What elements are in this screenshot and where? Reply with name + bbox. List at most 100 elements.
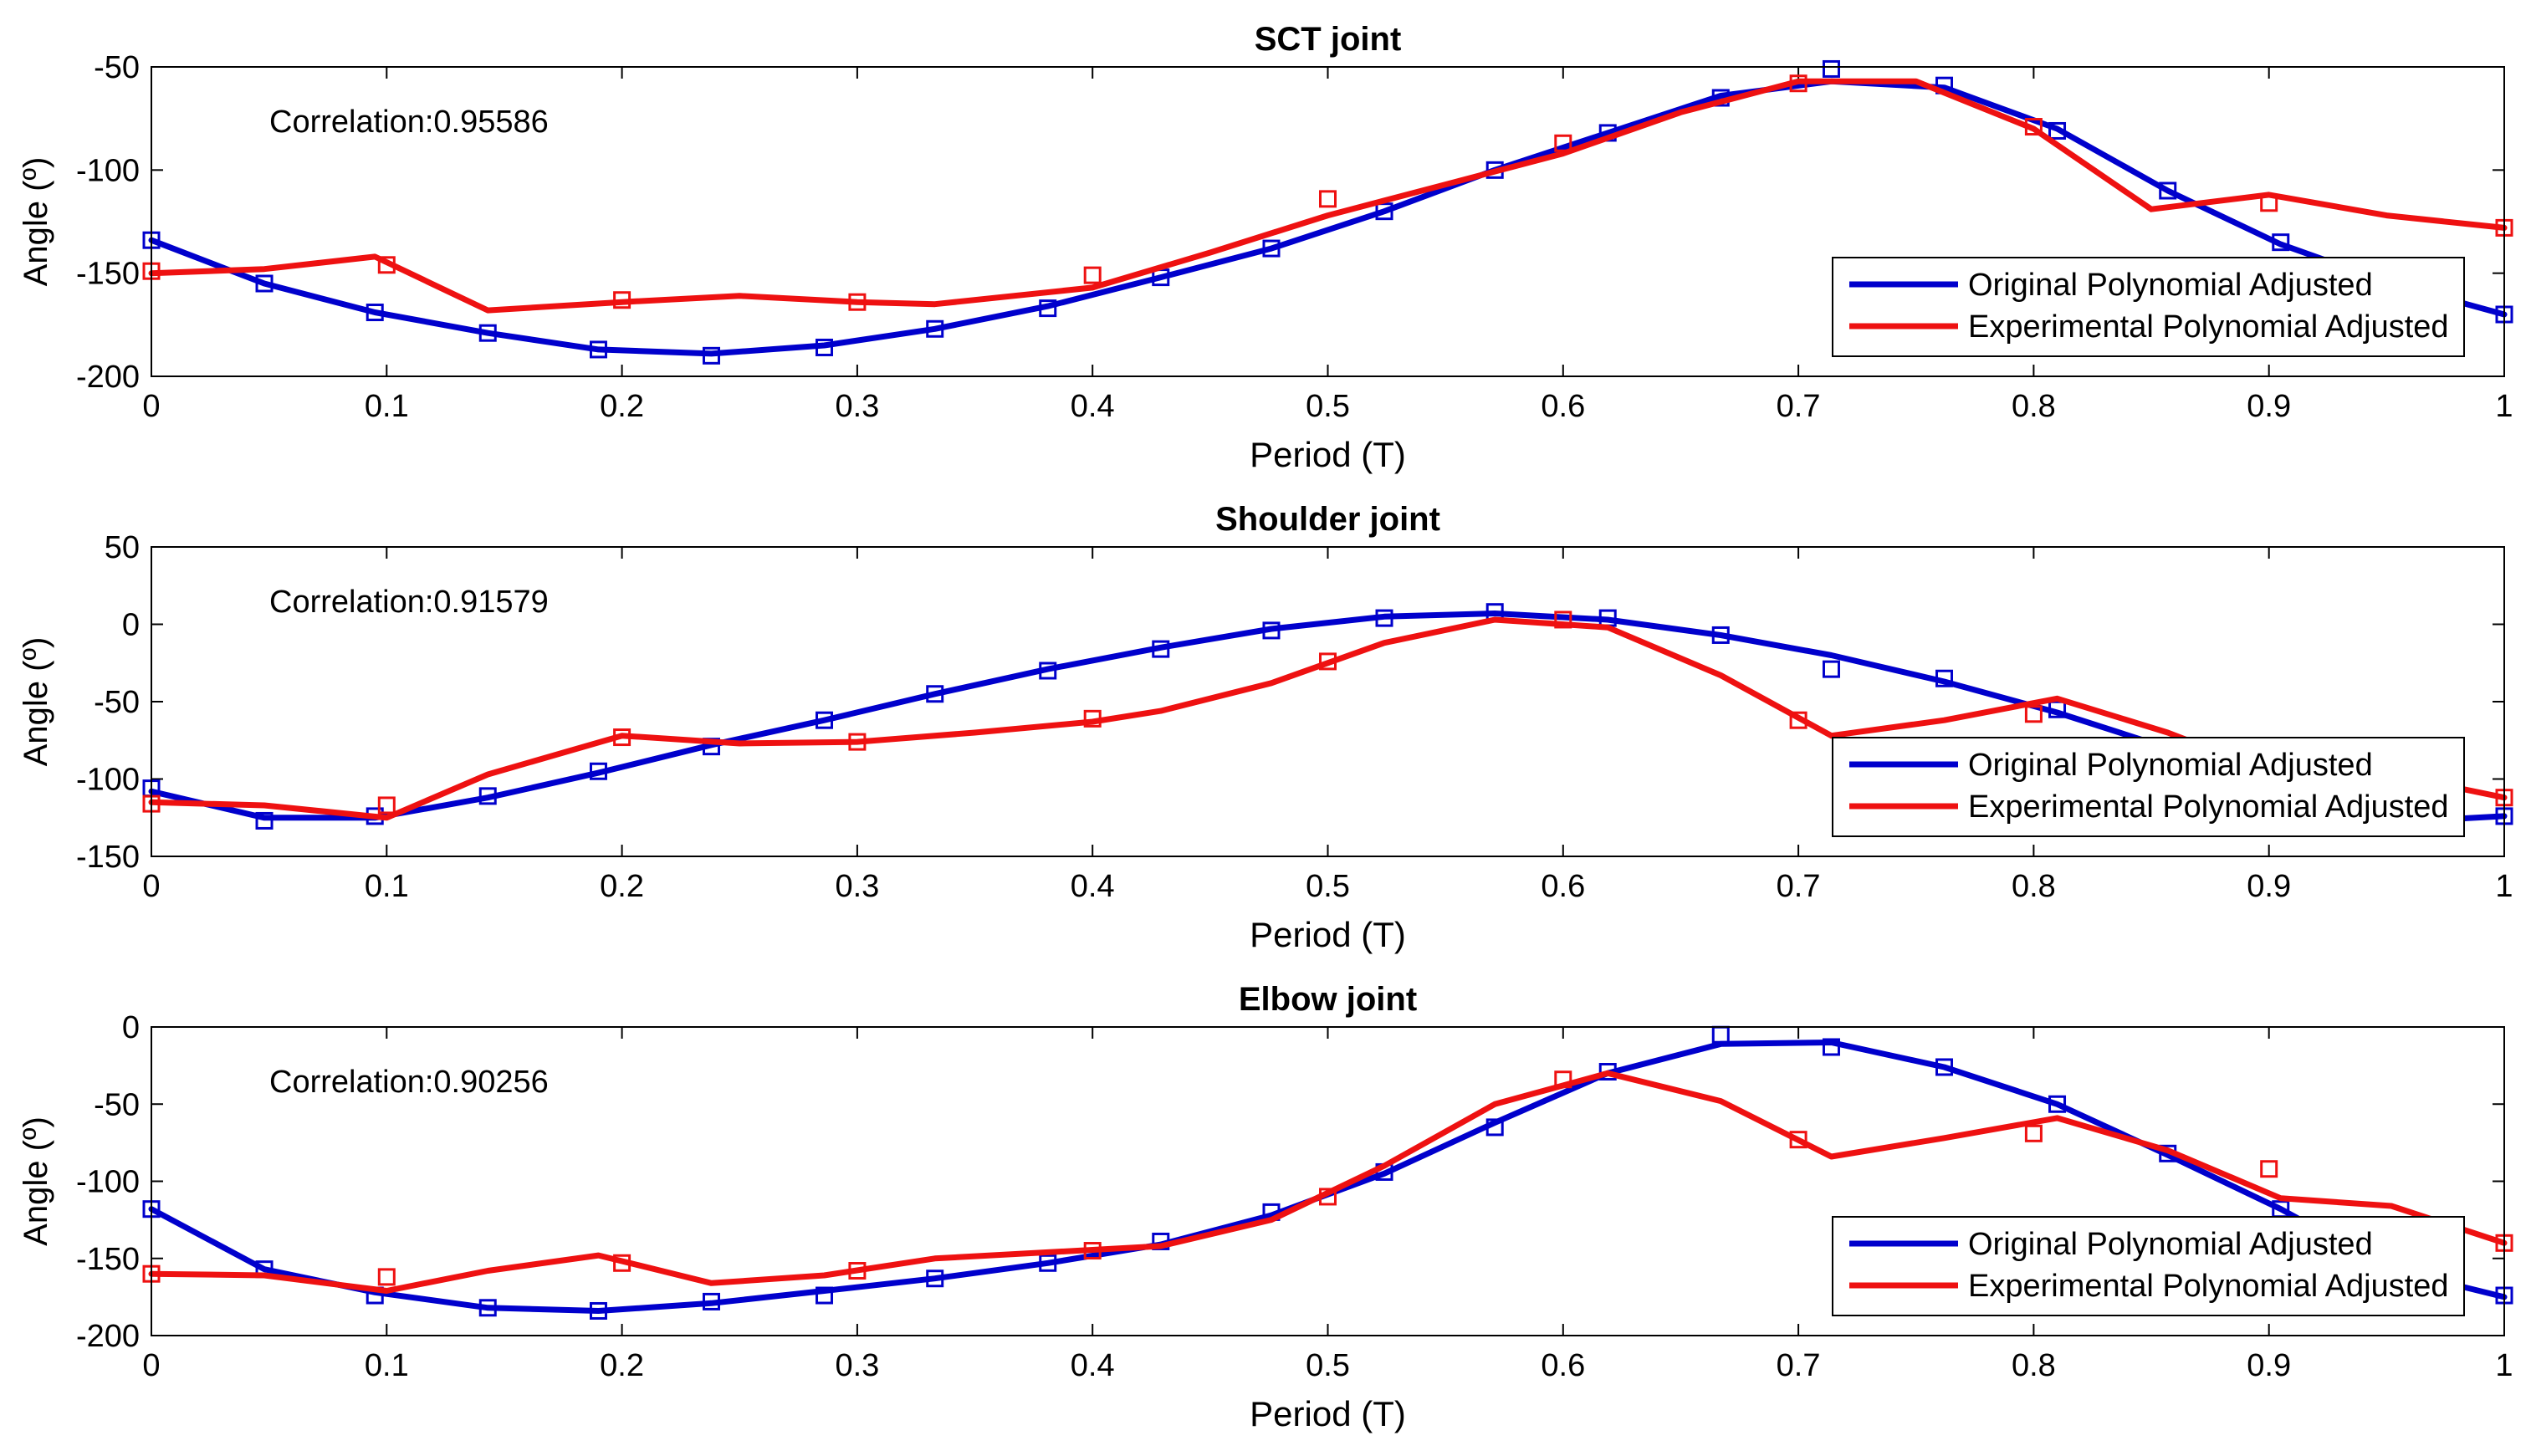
legend-label-original: Original Polynomial Adjusted <box>1968 748 2373 783</box>
original-data-marker <box>1822 59 1840 78</box>
x-tick-label: 0.7 <box>1777 1348 1821 1383</box>
original-data-marker <box>1598 1063 1617 1081</box>
correlation-annotation: Correlation:0.91579 <box>269 585 549 620</box>
y-tick-label: -100 <box>76 153 140 188</box>
x-tick-label: 0.6 <box>1541 389 1585 424</box>
experimental-series-line <box>148 1070 2508 1294</box>
y-tick-label: -200 <box>76 1319 140 1354</box>
tick-group: 0 0.1 0.2 0.3 0.4 0.5 0.6 0.7 0.8 0.9 1 -200 -150 -10… <box>76 50 2513 424</box>
x-tick-label: 0.3 <box>835 869 879 904</box>
legend-label-experimental: Experimental Polynomial Adjusted <box>1968 309 2449 345</box>
legend-label-original: Original Polynomial Adjusted <box>1968 268 2373 303</box>
y-tick-label: -150 <box>76 1242 140 1277</box>
original-data-marker <box>1822 660 1840 678</box>
original-data-marker <box>2048 1095 2067 1113</box>
y-axis-label: Angle (º) <box>18 1116 54 1246</box>
experimental-data-marker <box>377 256 396 274</box>
legend-label-experimental: Experimental Polynomial Adjusted <box>1968 789 2449 825</box>
elbow-joint-chart: 0 0.1 0.2 0.3 0.4 0.5 0.6 0.7 0.8 0.9 1 -200 -150 -10… <box>18 981 2513 1433</box>
experimental-data-marker <box>848 733 867 751</box>
y-axis-label: Angle (º) <box>18 637 54 767</box>
original-data-marker <box>2048 700 2067 718</box>
x-axis-label: Period (T) <box>1250 435 1406 474</box>
legend-box <box>1832 737 2465 837</box>
x-tick-label: 0.1 <box>365 389 409 424</box>
x-tick-label: 0.6 <box>1541 869 1585 904</box>
y-tick-label: 0 <box>122 1010 140 1045</box>
original-data-marker <box>1935 1058 1954 1076</box>
experimental-data-marker <box>2024 118 2043 136</box>
experimental-data-marker <box>848 293 867 311</box>
experimental-series-line <box>148 78 2508 314</box>
original-data-marker <box>589 762 607 780</box>
legend-label-experimental: Experimental Polynomial Adjusted <box>1968 1269 2449 1304</box>
original-data-marker <box>2048 121 2067 140</box>
chart-title: Elbow joint <box>1239 981 1417 1018</box>
original-data-marker <box>1711 626 1730 644</box>
x-tick-label: 0 <box>142 869 160 904</box>
original-data-marker <box>1262 239 1281 258</box>
experimental-data-marker <box>1789 711 1807 729</box>
x-tick-label: 0.1 <box>365 1348 409 1383</box>
x-tick-label: 0.1 <box>365 869 409 904</box>
x-axis-label: Period (T) <box>1250 1394 1406 1433</box>
original-data-marker <box>589 1301 607 1320</box>
y-tick-label: -50 <box>94 685 140 720</box>
experimental-data-marker <box>1319 1188 1337 1206</box>
x-tick-label: 0.5 <box>1306 869 1350 904</box>
original-data-marker <box>478 324 497 342</box>
experimental-data-marker <box>613 291 631 309</box>
y-axis-label: Angle (º) <box>18 157 54 287</box>
x-tick-label: 0 <box>142 389 160 424</box>
experimental-data-marker <box>2260 1160 2278 1178</box>
experimental-data-marker <box>377 796 396 815</box>
tick-group: 0 0.1 0.2 0.3 0.4 0.5 0.6 0.7 0.8 0.9 1 -200 -150 -10… <box>76 1010 2513 1383</box>
chart-title: Shoulder joint <box>1215 501 1440 538</box>
x-tick-label: 0.8 <box>2012 1348 2056 1383</box>
experimental-data-marker <box>2024 1124 2043 1142</box>
legend-label-original: Original Polynomial Adjusted <box>1968 1227 2373 1262</box>
original-series-line <box>148 610 2508 825</box>
original-data-marker <box>478 787 497 805</box>
legend-box <box>1832 257 2465 357</box>
experimental-data-marker <box>1319 190 1337 208</box>
experimental-data-marker <box>1789 74 1807 93</box>
y-tick-label: 50 <box>105 530 140 565</box>
original-data-marker <box>702 346 720 365</box>
original-data-marker <box>2272 233 2290 252</box>
y-tick-label: -150 <box>76 257 140 292</box>
x-tick-label: 0.3 <box>835 1348 879 1383</box>
x-tick-label: 0.5 <box>1306 389 1350 424</box>
x-tick-label: 0.6 <box>1541 1348 1585 1383</box>
legend: Original Polynomial Adjusted Experimental… <box>1832 257 2465 357</box>
original-data-marker <box>926 319 944 338</box>
x-tick-label: 0.9 <box>2247 869 2291 904</box>
legend: Original Polynomial Adjusted Experimental… <box>1832 737 2465 837</box>
experimental-data-marker <box>613 1254 631 1272</box>
original-data-marker <box>1822 1038 1840 1056</box>
x-tick-label: 1 <box>2495 1348 2513 1383</box>
shoulder-joint-chart: 0 0.1 0.2 0.3 0.4 0.5 0.6 0.7 0.8 0.9 1 -150 -100 -50… <box>18 501 2513 954</box>
experimental-data-marker <box>1554 134 1572 152</box>
x-tick-label: 0.7 <box>1777 869 1821 904</box>
sct-joint-chart: 0 0.1 0.2 0.3 0.4 0.5 0.6 0.7 0.8 0.9 1 -200 -150 -10… <box>18 21 2513 474</box>
experimental-data-marker <box>2260 194 2278 212</box>
experimental-data-marker <box>613 728 631 747</box>
x-tick-label: 0.4 <box>1071 869 1115 904</box>
x-tick-label: 0.2 <box>600 1348 644 1383</box>
original-data-marker <box>1039 299 1057 318</box>
experimental-data-marker <box>1083 1242 1102 1260</box>
y-tick-label: 0 <box>122 608 140 643</box>
original-data-marker <box>1935 669 1954 687</box>
legend: Original Polynomial Adjusted Experimental… <box>1832 1216 2465 1316</box>
original-data-marker <box>816 711 834 729</box>
x-tick-label: 0.4 <box>1071 1348 1115 1383</box>
experimental-data-marker <box>377 1268 396 1286</box>
x-tick-label: 0.8 <box>2012 389 2056 424</box>
experimental-data-marker <box>848 1262 867 1280</box>
original-data-marker <box>1375 609 1393 627</box>
original-data-marker <box>2159 181 2177 200</box>
x-tick-label: 0.9 <box>2247 1348 2291 1383</box>
original-data-marker <box>589 340 607 359</box>
